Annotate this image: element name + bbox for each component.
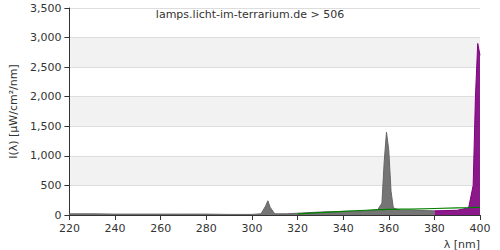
svg-text:400: 400 (470, 222, 491, 235)
svg-text:500: 500 (40, 179, 61, 192)
svg-text:280: 280 (196, 222, 217, 235)
svg-text:300: 300 (241, 222, 262, 235)
svg-text:λ [nm]: λ [nm] (444, 238, 480, 250)
svg-text:380: 380 (424, 222, 445, 235)
svg-text:240: 240 (105, 222, 126, 235)
svg-text:2,500: 2,500 (30, 61, 62, 74)
svg-text:360: 360 (378, 222, 399, 235)
svg-text:0: 0 (54, 209, 61, 222)
svg-text:220: 220 (59, 222, 80, 235)
svg-text:I(λ) [µW/cm²/nm]: I(λ) [µW/cm²/nm] (7, 64, 20, 159)
svg-text:320: 320 (287, 222, 308, 235)
svg-text:3,500: 3,500 (30, 2, 62, 15)
svg-text:1,500: 1,500 (30, 120, 62, 133)
svg-text:1,000: 1,000 (30, 149, 62, 162)
svg-text:2,000: 2,000 (30, 90, 62, 103)
svg-text:260: 260 (150, 222, 171, 235)
svg-text:3,000: 3,000 (30, 31, 62, 44)
svg-text:lamps.licht-im-terrarium.de >: lamps.licht-im-terrarium.de > 506 (156, 8, 344, 21)
svg-text:340: 340 (333, 222, 354, 235)
